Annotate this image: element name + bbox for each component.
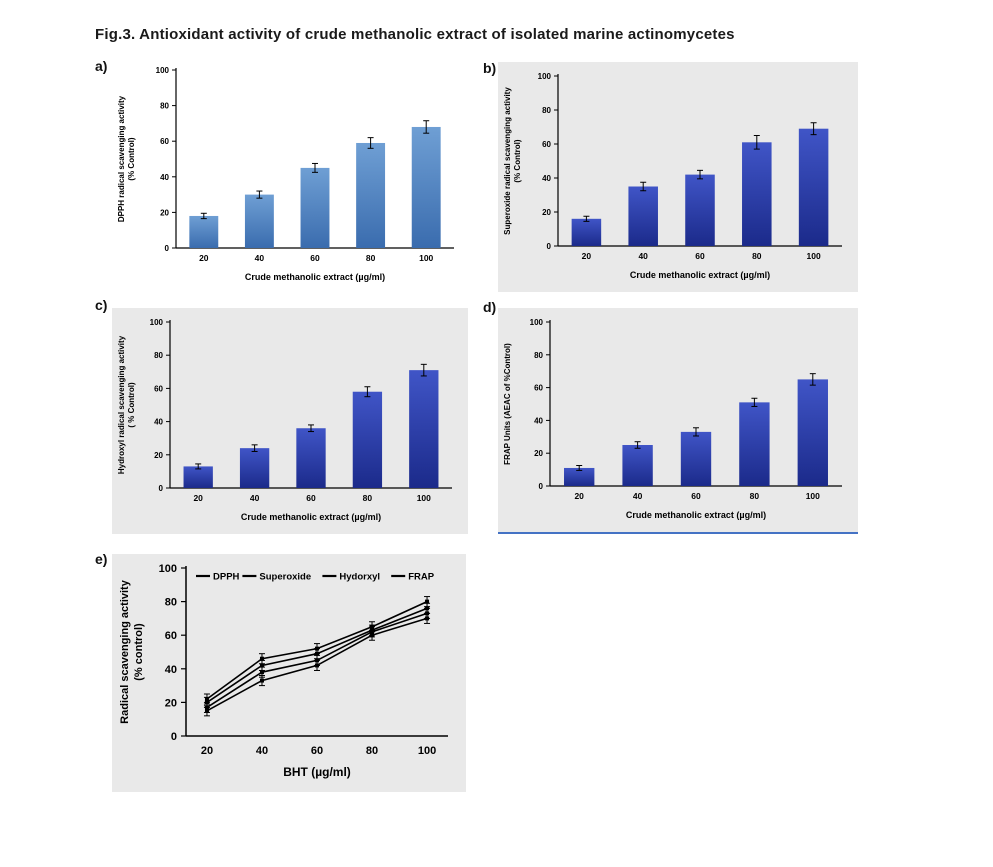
panel-label-d: d) xyxy=(483,299,497,315)
svg-text:0: 0 xyxy=(159,484,164,493)
svg-text:100: 100 xyxy=(159,563,177,575)
svg-text:60: 60 xyxy=(534,384,543,393)
svg-text:20: 20 xyxy=(201,745,213,757)
svg-text:0: 0 xyxy=(547,242,552,251)
bar-chart-svg-b: 0 20 40 60 80 100 20 40 60 80 100 Crude methanolic … xyxy=(503,72,842,280)
svg-text:60: 60 xyxy=(154,384,163,393)
svg-text:Radical scavenging activity: Radical scavenging activity xyxy=(119,579,131,724)
svg-text:60: 60 xyxy=(310,253,320,263)
svg-text:20: 20 xyxy=(534,449,543,458)
svg-text:60: 60 xyxy=(542,140,551,149)
panel-label-c: c) xyxy=(95,297,108,313)
svg-text:60: 60 xyxy=(695,251,705,261)
svg-text:80: 80 xyxy=(165,597,177,609)
bar-chart-svg-a: 0 20 40 60 80 100 20 40 60 80 100 Crude methanolic … xyxy=(117,66,454,282)
svg-text:100: 100 xyxy=(538,72,552,81)
svg-text:40: 40 xyxy=(256,745,268,757)
svg-text:100: 100 xyxy=(806,491,820,501)
svg-text:100: 100 xyxy=(156,66,170,75)
svg-text:80: 80 xyxy=(542,106,551,115)
svg-text:40: 40 xyxy=(165,664,177,676)
chart-d-frap-bar-chart: 0 20 40 60 80 100 20 40 60 80 100 Crude methanolic … xyxy=(498,308,858,534)
svg-text:40: 40 xyxy=(638,251,648,261)
svg-text:80: 80 xyxy=(366,253,376,263)
svg-text:(% Control): (% Control) xyxy=(513,139,522,182)
svg-text:100: 100 xyxy=(417,493,431,503)
svg-text:60: 60 xyxy=(306,493,316,503)
svg-text:80: 80 xyxy=(154,351,163,360)
svg-text:40: 40 xyxy=(542,174,551,183)
svg-text:80: 80 xyxy=(752,251,762,261)
svg-text:100: 100 xyxy=(418,745,436,757)
svg-text:0: 0 xyxy=(539,482,544,491)
chart-c-hydroxyl-bar-chart: 0 20 40 60 80 100 20 40 60 80 100 Crude methanolic … xyxy=(112,308,468,534)
svg-text:20: 20 xyxy=(160,208,169,217)
svg-text:40: 40 xyxy=(160,173,169,182)
svg-text:FRAP: FRAP xyxy=(408,572,435,583)
svg-text:20: 20 xyxy=(582,251,592,261)
panel-label-b: b) xyxy=(483,60,497,76)
svg-text:20: 20 xyxy=(199,253,209,263)
svg-text:DPPH: DPPH xyxy=(213,572,240,583)
svg-text:Crude methanolic extract (µg/m: Crude methanolic extract (µg/ml) xyxy=(241,512,381,522)
bar-chart-svg-c: 0 20 40 60 80 100 20 40 60 80 100 Crude methanolic … xyxy=(117,318,452,522)
svg-text:FRAP Units (AEAC of %Control): FRAP Units (AEAC of %Control) xyxy=(503,343,512,465)
svg-text:40: 40 xyxy=(255,253,265,263)
svg-text:40: 40 xyxy=(534,416,543,425)
svg-text:80: 80 xyxy=(363,493,373,503)
svg-text:BHT (µg/ml): BHT (µg/ml) xyxy=(283,765,351,779)
svg-text:100: 100 xyxy=(807,251,821,261)
svg-text:80: 80 xyxy=(160,102,169,111)
svg-text:100: 100 xyxy=(419,253,433,263)
svg-text:0: 0 xyxy=(165,244,170,253)
svg-text:20: 20 xyxy=(154,451,163,460)
panel-label-e: e) xyxy=(95,551,108,567)
chart-a-dpph-bar-chart: 0 20 40 60 80 100 20 40 60 80 100 Crude methanolic … xyxy=(112,56,470,298)
svg-text:DPPH radical scavenging activi: DPPH radical scavenging activity xyxy=(117,95,126,222)
svg-text:Superoxide: Superoxide xyxy=(259,572,311,583)
svg-text:0: 0 xyxy=(171,731,177,743)
svg-text:Hydroxyl radical scavenging a: Hydroxyl radical scavenging activity xyxy=(117,335,126,474)
svg-text:20: 20 xyxy=(165,697,177,709)
svg-text:80: 80 xyxy=(750,491,760,501)
svg-text:60: 60 xyxy=(165,630,177,642)
svg-text:Superoxide radical scavenging: Superoxide radical scavenging activity xyxy=(503,87,512,235)
svg-text:100: 100 xyxy=(150,318,164,327)
svg-text:Crude methanolic extract (µg/m: Crude methanolic extract (µg/ml) xyxy=(630,270,770,280)
svg-text:Crude methanolic extract (µg/m: Crude methanolic extract (µg/ml) xyxy=(245,272,385,282)
svg-text:60: 60 xyxy=(160,137,169,146)
panel-label-a: a) xyxy=(95,58,108,74)
svg-text:Hydorxyl: Hydorxyl xyxy=(339,572,380,583)
svg-text:( % Control): ( % Control) xyxy=(127,382,136,428)
svg-text:40: 40 xyxy=(154,418,163,427)
svg-text:80: 80 xyxy=(534,351,543,360)
svg-text:60: 60 xyxy=(311,745,323,757)
svg-text:40: 40 xyxy=(250,493,260,503)
svg-text:100: 100 xyxy=(530,318,544,327)
svg-text:60: 60 xyxy=(691,491,701,501)
svg-text:40: 40 xyxy=(633,491,643,501)
svg-text:Crude methanolic extract (µg/m: Crude methanolic extract (µg/ml) xyxy=(626,510,766,520)
svg-text:20: 20 xyxy=(574,491,584,501)
svg-text:20: 20 xyxy=(542,208,551,217)
svg-text:(% Control): (% Control) xyxy=(127,137,136,180)
chart-b-superoxide-bar-chart: 0 20 40 60 80 100 20 40 60 80 100 Crude methanolic … xyxy=(498,62,858,292)
line-chart-svg-e: 0 20 40 60 80 100 20 40 60 80 100 BHT (µg/ml) Radica… xyxy=(119,563,448,779)
svg-text:80: 80 xyxy=(366,745,378,757)
svg-text:20: 20 xyxy=(193,493,203,503)
bar-chart-svg-d: 0 20 40 60 80 100 20 40 60 80 100 Crude methanolic … xyxy=(503,318,842,520)
chart-e-bht-line-chart: 0 20 40 60 80 100 20 40 60 80 100 BHT (µg/ml) Radica… xyxy=(112,554,466,792)
figure-title: Fig.3. Antioxidant activity of crude met… xyxy=(95,26,735,43)
svg-text:(% control): (% control) xyxy=(133,623,145,681)
